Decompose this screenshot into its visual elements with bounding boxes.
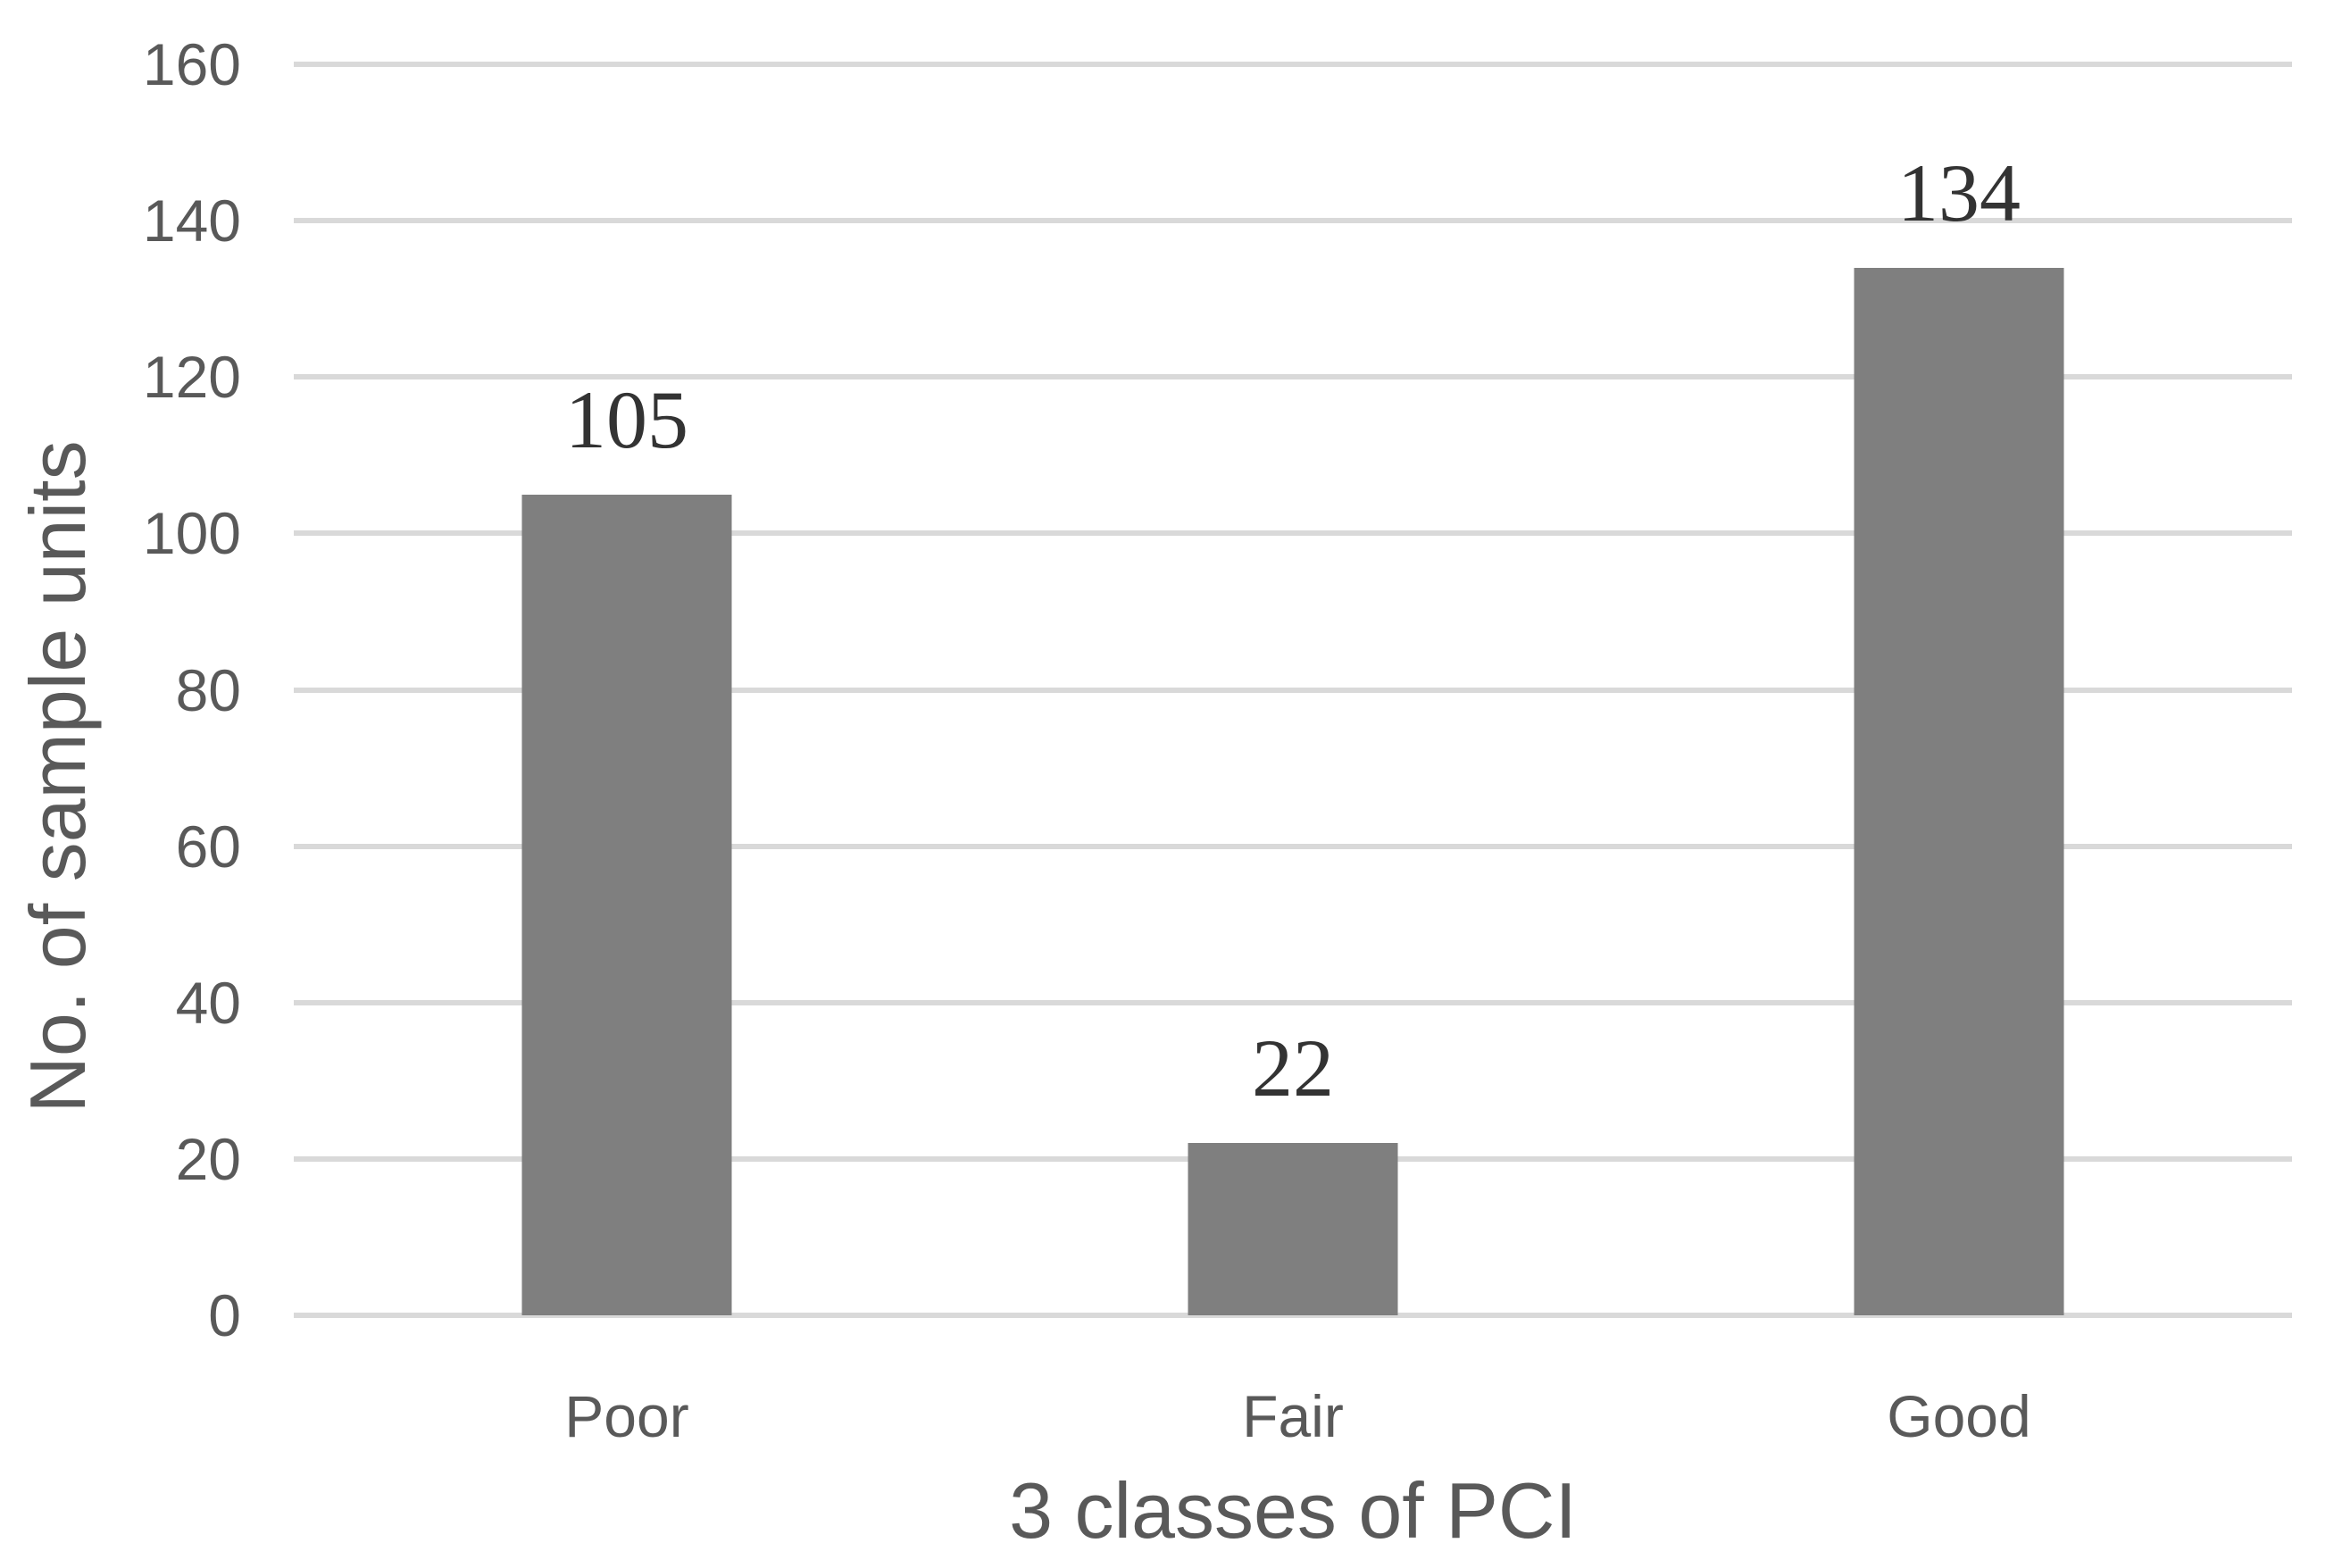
gridline-y-80 xyxy=(294,687,2292,693)
gridline-y-0 xyxy=(294,1313,2292,1318)
data-label-poor: 105 xyxy=(565,373,688,465)
y-tick-label-20: 20 xyxy=(175,1125,241,1192)
y-tick-label-120: 120 xyxy=(142,344,241,411)
y-tick-label-40: 40 xyxy=(175,969,241,1036)
data-label-fair: 22 xyxy=(1252,1022,1334,1114)
category-label-good: Good xyxy=(1887,1383,2031,1449)
y-tick-label-100: 100 xyxy=(142,500,241,567)
bar-column-poor: 105 xyxy=(294,64,960,1315)
category-label-fair: Fair xyxy=(1242,1383,1344,1449)
gridline-y-100 xyxy=(294,530,2292,537)
y-tick-label-160: 160 xyxy=(142,31,241,97)
x-axis-title: 3 classes of PCI xyxy=(1009,1466,1577,1555)
y-axis-title: No. of sample units xyxy=(13,440,102,1113)
bar-poor xyxy=(521,494,732,1315)
gridline-y-60 xyxy=(294,843,2292,849)
y-tick-label-60: 60 xyxy=(175,813,241,880)
bar-column-good: 134 xyxy=(1626,64,2292,1315)
gridline-y-160 xyxy=(294,62,2292,67)
bar-fair xyxy=(1188,1143,1398,1315)
gridline-y-140 xyxy=(294,218,2292,224)
bar-column-fair: 22 xyxy=(960,64,1626,1315)
y-tick-label-80: 80 xyxy=(175,656,241,723)
bar-good xyxy=(1854,267,2064,1315)
plot-area: 105 22 134 xyxy=(294,62,2292,1318)
gridline-y-40 xyxy=(294,999,2292,1005)
gridline-y-120 xyxy=(294,374,2292,380)
data-label-good: 134 xyxy=(1897,146,2021,238)
y-tick-label-0: 0 xyxy=(208,1282,241,1348)
category-label-poor: Poor xyxy=(564,1383,689,1449)
y-tick-label-140: 140 xyxy=(142,188,241,254)
